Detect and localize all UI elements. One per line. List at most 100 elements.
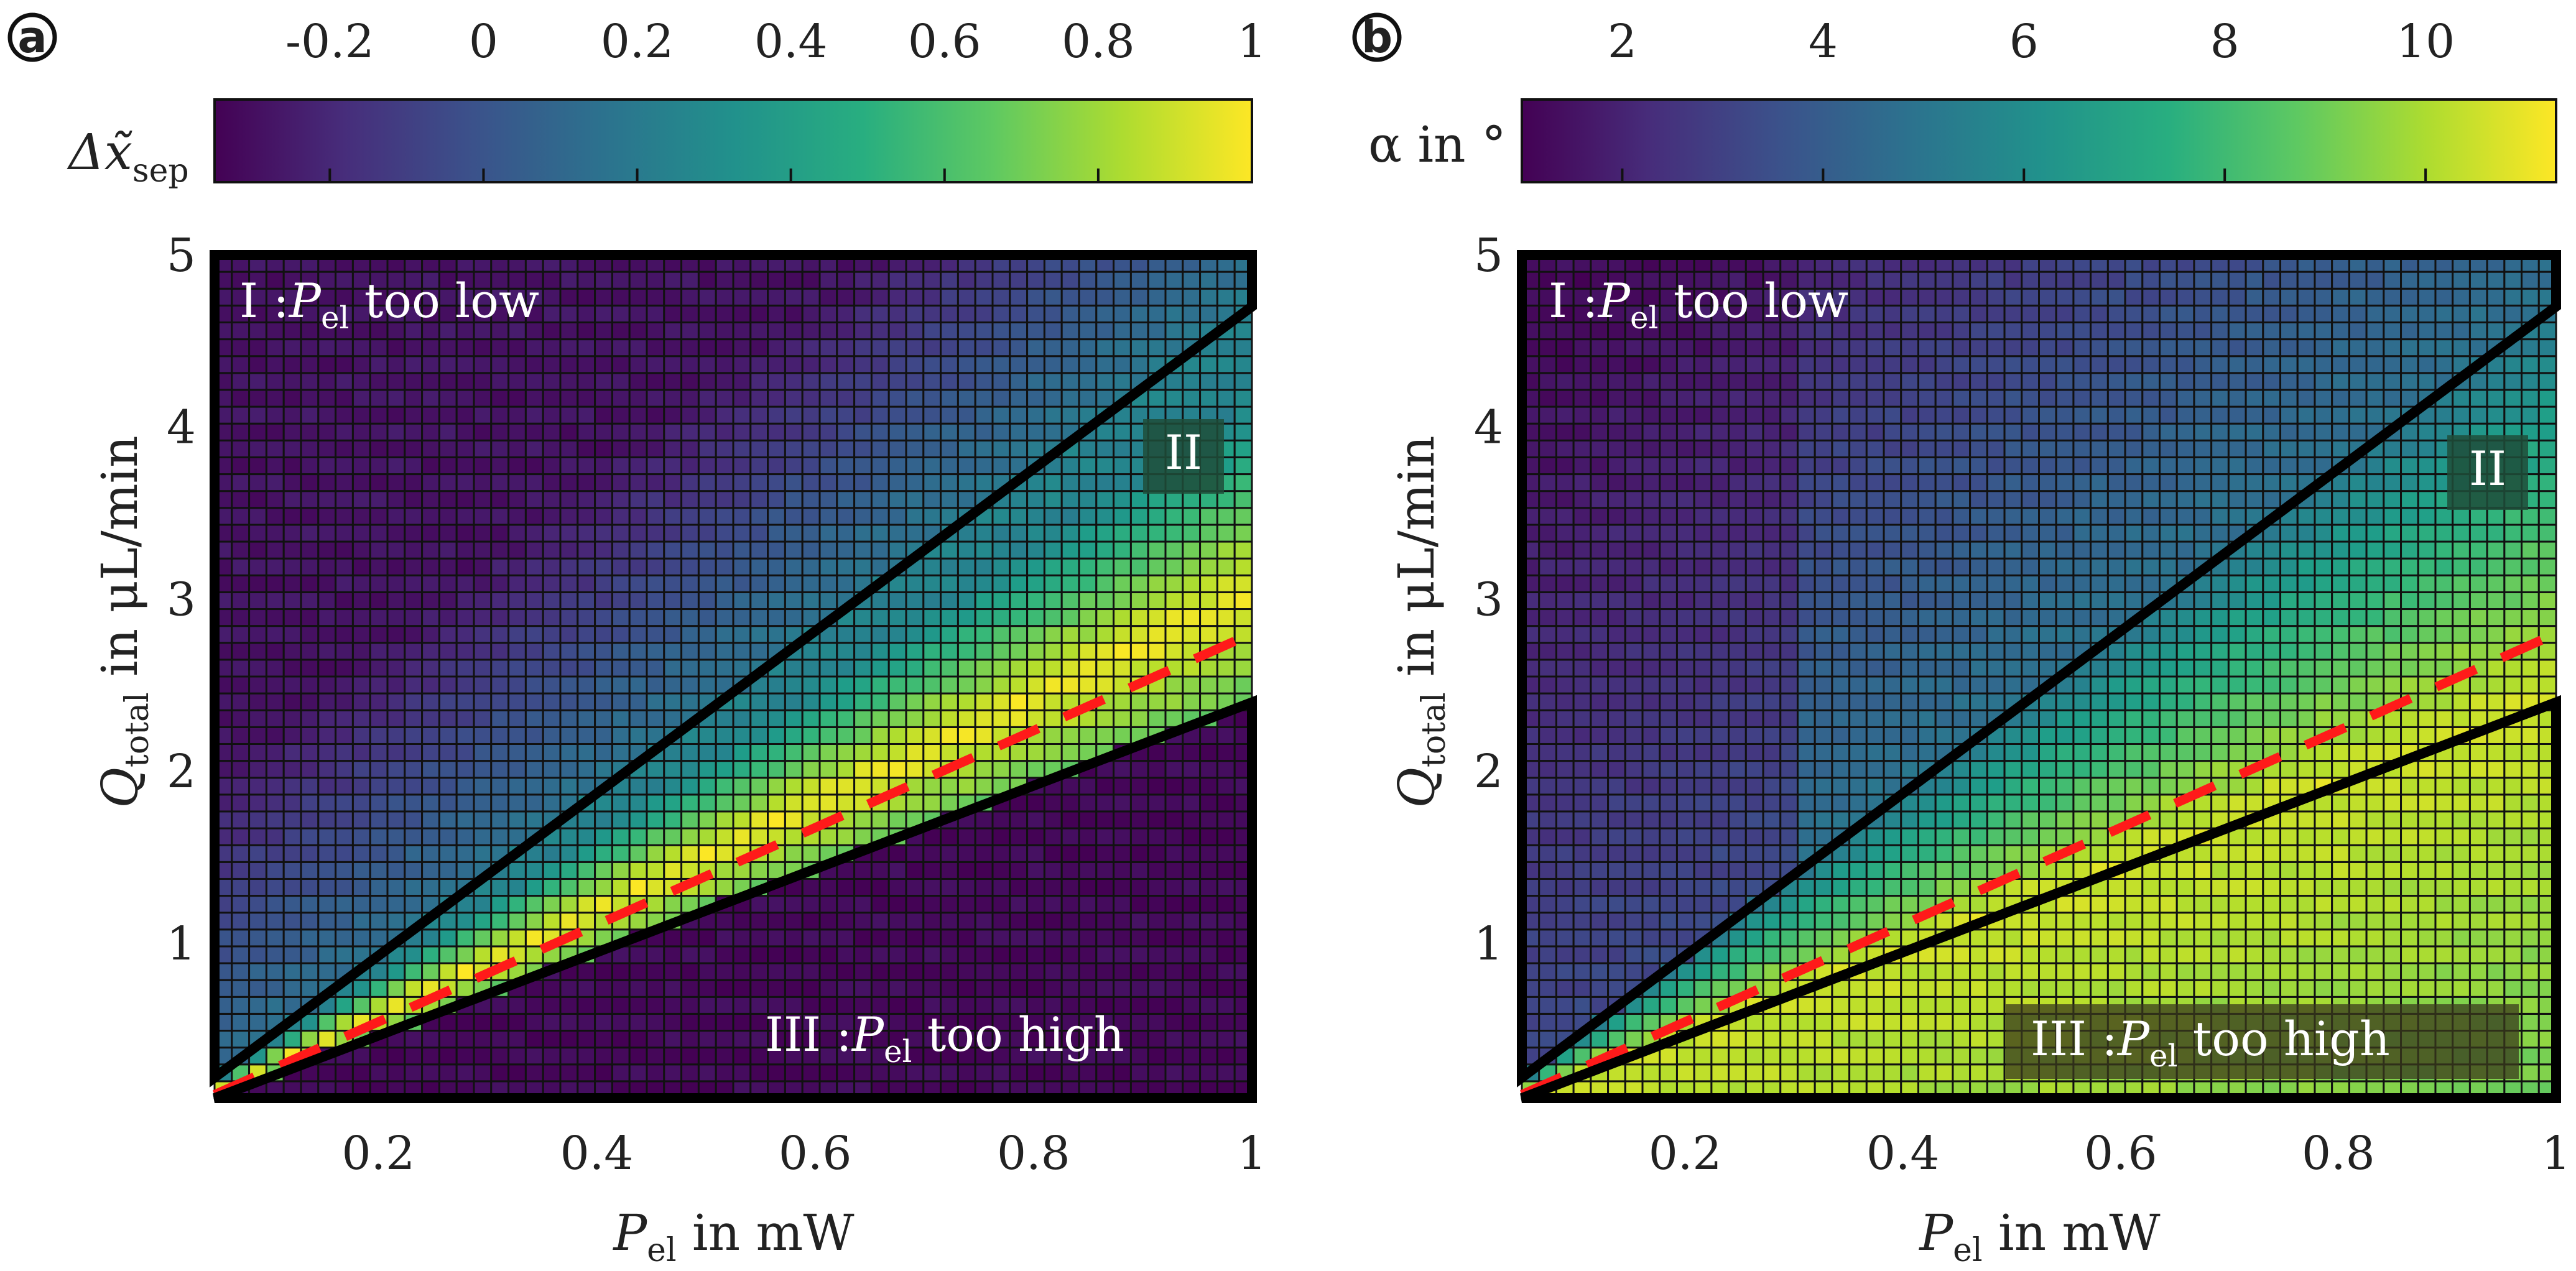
- heatmap-cell: [836, 507, 856, 526]
- heatmap-cell: [300, 979, 320, 998]
- heatmap-cell: [317, 912, 337, 931]
- heatmap-cell: [2021, 912, 2041, 931]
- heatmap-cell: [1744, 1030, 1764, 1049]
- heatmap-cell: [2038, 287, 2057, 307]
- heatmap-cell: [265, 574, 285, 593]
- heatmap-cell: [1078, 473, 1098, 492]
- heatmap-cell: [1865, 338, 1885, 358]
- heatmap-cell: [1590, 945, 1610, 964]
- heatmap-cell: [2072, 473, 2092, 492]
- heatmap-cell: [2159, 928, 2178, 948]
- heatmap-cell: [2003, 810, 2023, 830]
- heatmap-cell: [1624, 810, 1644, 830]
- heatmap-cell: [1060, 1030, 1080, 1049]
- heatmap-cell: [1216, 979, 1236, 998]
- heatmap-cell: [1164, 524, 1184, 543]
- heatmap-cell: [1969, 574, 1988, 593]
- heatmap-cell: [2124, 456, 2144, 476]
- heatmap-cell: [1952, 642, 1971, 661]
- heatmap-cell: [1129, 659, 1149, 678]
- heatmap-cell: [818, 389, 838, 408]
- heatmap-cell: [577, 321, 596, 341]
- heatmap-cell: [767, 1063, 786, 1083]
- heatmap-cell: [577, 726, 596, 745]
- heatmap-cell: [542, 912, 562, 931]
- heatmap-cell: [940, 321, 959, 341]
- heatmap-cell: [404, 962, 424, 981]
- heatmap-cell: [369, 625, 389, 644]
- heatmap-cell: [2175, 642, 2195, 661]
- heatmap-cell: [2072, 456, 2092, 476]
- heatmap-cell: [1216, 1063, 1236, 1083]
- heatmap-cell: [404, 709, 424, 728]
- heatmap-cell: [1744, 507, 1764, 526]
- heatmap-cell: [1848, 524, 1868, 543]
- heatmap-cell: [2106, 304, 2126, 323]
- heatmap-cell: [1129, 591, 1149, 611]
- heatmap-cell: [697, 827, 717, 846]
- heatmap-cell: [1216, 742, 1236, 762]
- heatmap-cell: [905, 389, 925, 408]
- heatmap-cell: [697, 777, 717, 796]
- heatmap-cell: [317, 473, 337, 492]
- heatmap-cell: [1693, 540, 1713, 560]
- heatmap-cell: [887, 726, 907, 745]
- heatmap-cell: [905, 1012, 925, 1032]
- heatmap-cell: [594, 473, 613, 492]
- heatmap-cell: [1693, 742, 1713, 762]
- heatmap-cell: [455, 473, 475, 492]
- heatmap-cell: [1641, 642, 1661, 661]
- heatmap-cell: [335, 405, 354, 425]
- heatmap-cell: [2072, 962, 2092, 981]
- heatmap-cell: [386, 827, 406, 846]
- heatmap-cell: [1969, 810, 1988, 830]
- heatmap-cell: [2106, 675, 2126, 695]
- heatmap-cell: [2055, 389, 2075, 408]
- heatmap-cell: [1641, 456, 1661, 476]
- heatmap-cell: [2003, 270, 2023, 290]
- heatmap-cell: [1199, 895, 1218, 914]
- heatmap-cell: [404, 574, 424, 593]
- heatmap-cell: [559, 877, 579, 897]
- heatmap-cell: [887, 405, 907, 425]
- heatmap-cell: [317, 608, 337, 627]
- heatmap-cell: [335, 507, 354, 526]
- heatmap-cell: [335, 1063, 354, 1083]
- heatmap-cell: [1675, 675, 1695, 695]
- heatmap-cell: [351, 692, 371, 711]
- heatmap-cell: [2124, 692, 2144, 711]
- heatmap-cell: [1848, 507, 1868, 526]
- heatmap-cell: [957, 945, 976, 964]
- heatmap-cell: [663, 777, 683, 796]
- heatmap-cell: [749, 490, 769, 509]
- heatmap-cell: [1693, 524, 1713, 543]
- heatmap-cell: [490, 793, 510, 813]
- heatmap-cell: [2106, 895, 2126, 914]
- heatmap-cell: [905, 304, 925, 323]
- heatmap-cell: [628, 389, 648, 408]
- heatmap-cell: [767, 675, 786, 695]
- heatmap-cell: [1883, 1063, 1902, 1083]
- heatmap-cell: [1952, 439, 1971, 458]
- heatmap-cell: [1728, 422, 1747, 441]
- heatmap-cell: [1199, 844, 1218, 863]
- heatmap-cell: [628, 524, 648, 543]
- heatmap-cell: [1917, 287, 1937, 307]
- heatmap-cell: [2141, 321, 2161, 341]
- heatmap-cell: [594, 827, 613, 846]
- heatmap-cell: [1659, 777, 1678, 796]
- heatmap-cell: [940, 709, 959, 728]
- heatmap-cell: [646, 1012, 665, 1032]
- heatmap-cell: [1043, 355, 1063, 374]
- heatmap-cell: [1078, 675, 1098, 695]
- heatmap-cell: [991, 540, 1011, 560]
- heatmap-cell: [1883, 877, 1902, 897]
- heatmap-cell: [300, 524, 320, 543]
- heatmap-cell: [2021, 777, 2041, 796]
- heatmap-cell: [1848, 372, 1868, 391]
- heatmap-cell: [611, 473, 631, 492]
- heatmap-cell: [1693, 979, 1713, 998]
- heatmap-cell: [1848, 726, 1868, 745]
- heatmap-cell: [438, 877, 458, 897]
- heatmap-cell: [421, 1063, 440, 1083]
